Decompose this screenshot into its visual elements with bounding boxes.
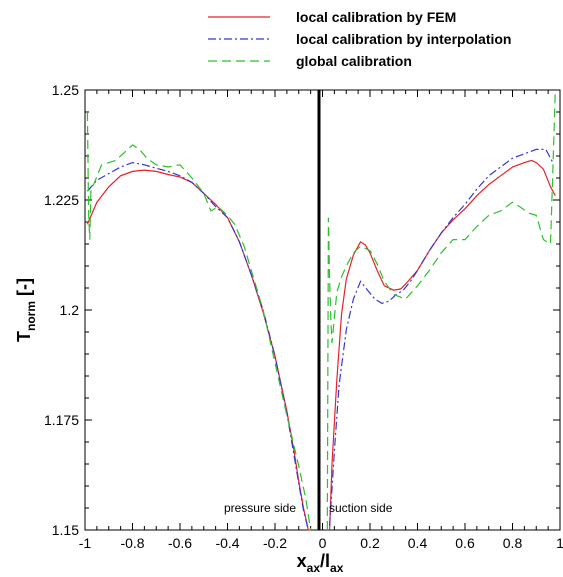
y-tick-label: 1.225 bbox=[44, 192, 79, 208]
series-interpolation-suction-side bbox=[329, 148, 554, 526]
x-axis-title-sub2: ax bbox=[330, 561, 344, 575]
x-axis-title-sub1: ax bbox=[307, 561, 321, 575]
y-axis-title-unit: [-] bbox=[14, 278, 34, 301]
x-tick-label: 0.4 bbox=[408, 535, 428, 551]
x-tick-label: 0.2 bbox=[360, 535, 380, 551]
y-tick-label: 1.175 bbox=[44, 412, 79, 428]
x-axis-title: xax/lax bbox=[297, 551, 344, 575]
plot-frame bbox=[84, 89, 561, 531]
series-fem-suction-side bbox=[329, 159, 556, 531]
x-axis-title-sep: /l bbox=[320, 551, 330, 571]
legend-label-global: global calibration bbox=[296, 53, 412, 69]
x-tick-label: -0.6 bbox=[168, 535, 192, 551]
series-layer bbox=[86, 89, 556, 531]
x-tick-label: 0.6 bbox=[455, 535, 475, 551]
x-tick-label: -0.2 bbox=[263, 535, 287, 551]
x-axis-title-main: x bbox=[297, 551, 307, 571]
x-tick-label: -0.4 bbox=[215, 535, 239, 551]
legend: local calibration by FEM local calibrati… bbox=[208, 9, 511, 69]
legend-label-interpolation: local calibration by interpolation bbox=[296, 31, 511, 47]
x-tick-label: 1 bbox=[556, 535, 563, 551]
y-axis-title-main: T bbox=[14, 331, 34, 342]
x-tick-label: -1 bbox=[79, 535, 92, 551]
series-global-pressure-side bbox=[86, 111, 312, 531]
x-tick-label: -0.8 bbox=[120, 535, 144, 551]
legend-label-fem: local calibration by FEM bbox=[296, 9, 456, 25]
y-axis-title: Tnorm [-] bbox=[14, 278, 38, 342]
y-tick-label: 1.2 bbox=[60, 302, 80, 318]
axis-ticks: -1 -0.8 -0.6 -0.4 -0.2 0 0.2 0.4 0.6 0.8 1 1.15 1.17… bbox=[44, 82, 563, 551]
series-global-suction-side bbox=[326, 89, 556, 531]
pressure-side-label: pressure side bbox=[224, 501, 296, 515]
suction-side-label: suction side bbox=[329, 501, 393, 515]
y-tick-label: 1.15 bbox=[52, 522, 79, 538]
series-interpolation-pressure-side bbox=[86, 161, 309, 531]
x-tick-label: 0.8 bbox=[503, 535, 523, 551]
y-tick-label: 1.25 bbox=[52, 82, 79, 98]
series-fem-pressure-side bbox=[86, 169, 311, 531]
x-tick-label: 0 bbox=[319, 535, 327, 551]
y-axis-title-sub: norm bbox=[24, 301, 38, 331]
